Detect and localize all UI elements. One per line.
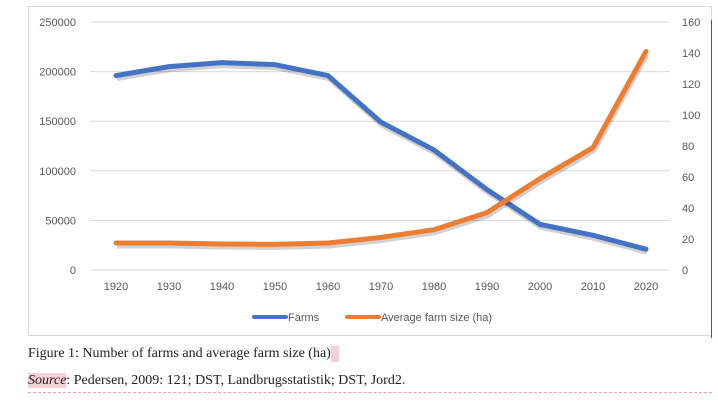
right-tick-label: 160 bbox=[682, 17, 700, 29]
left-tick-label: 100000 bbox=[39, 166, 76, 178]
left-tick-label: 250000 bbox=[39, 17, 76, 29]
right-tick-label: 40 bbox=[682, 203, 694, 215]
tracked-change-mark bbox=[330, 346, 339, 362]
x-tick-label: 2020 bbox=[634, 281, 658, 293]
x-tick-label: 1950 bbox=[263, 281, 287, 293]
x-tick-label: 1920 bbox=[104, 281, 128, 293]
legend-label: Average farm size (ha) bbox=[381, 312, 492, 324]
source-label: Source bbox=[28, 373, 67, 388]
left-tick-label: 0 bbox=[70, 265, 76, 277]
x-tick-label: 2010 bbox=[581, 281, 605, 293]
series-line-avg-size bbox=[113, 48, 649, 247]
source-caption: Source: Pedersen, 2009: 121; DST, Landbr… bbox=[28, 373, 405, 389]
right-tick-label: 0 bbox=[682, 265, 688, 277]
right-tick-label: 120 bbox=[682, 79, 700, 91]
right-tick-label: 20 bbox=[682, 234, 694, 246]
series-shadow bbox=[117, 53, 650, 250]
left-tick-label: 200000 bbox=[39, 67, 76, 79]
right-tick-label: 80 bbox=[682, 141, 694, 153]
line-chart: 0 50000 100000 150000 200000 250000 0 20 40 60 80 1… bbox=[39, 17, 700, 324]
x-tick-label: 2000 bbox=[528, 281, 552, 293]
x-tick-label: 1930 bbox=[157, 281, 181, 293]
series-line-farms bbox=[113, 60, 649, 252]
x-tick-label: 1990 bbox=[475, 281, 499, 293]
legend-label: Farms bbox=[288, 312, 320, 324]
source-text: : Pedersen, 2009: 121; DST, Landbrugssta… bbox=[66, 373, 406, 388]
x-tick-label: 1960 bbox=[316, 281, 340, 293]
right-tick-label: 100 bbox=[682, 110, 700, 122]
tracked-change-underline bbox=[28, 392, 712, 393]
margin-marker bbox=[711, 20, 712, 338]
series-shadow bbox=[116, 63, 648, 255]
left-tick-label: 150000 bbox=[39, 116, 76, 128]
right-tick-label: 140 bbox=[682, 48, 700, 60]
left-tick-label: 50000 bbox=[45, 215, 76, 227]
caption-text: Figure 1: Number of farms and average fa… bbox=[28, 346, 331, 362]
figure-caption: Figure 1: Number of farms and average fa… bbox=[28, 346, 339, 362]
x-tick-label: 1980 bbox=[422, 281, 446, 293]
x-tick-label: 1940 bbox=[210, 281, 234, 293]
x-tick-label: 1970 bbox=[369, 281, 393, 293]
right-tick-label: 60 bbox=[682, 172, 694, 184]
